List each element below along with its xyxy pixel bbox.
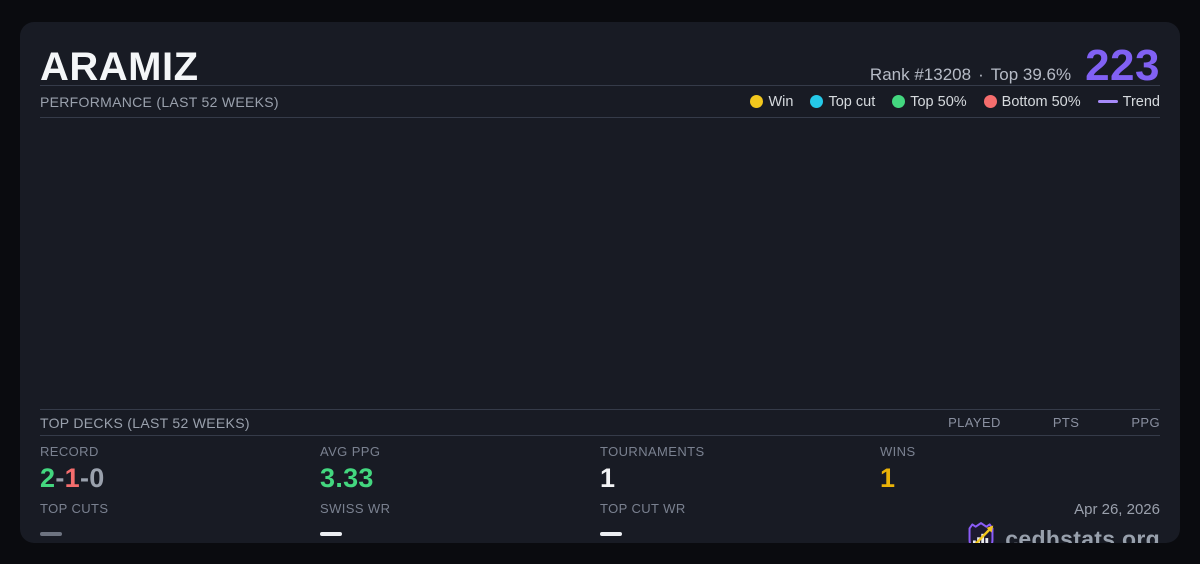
stat-label-swiss-wr: SWISS WR — [320, 501, 391, 517]
top-50-dot-icon — [892, 95, 906, 108]
legend-item-top-50: Top 50% — [892, 93, 967, 110]
stat-label-wins: WINS — [880, 444, 916, 459]
record-sep: - — [55, 463, 65, 493]
record-sep: - — [79, 463, 90, 493]
brand-lockup: cedhstats.org — [965, 521, 1160, 543]
record-wins: 2 — [40, 463, 56, 493]
player-stats-card: ARAMIZ Rank #13208 · Top 39.6% 223 PERFORM… — [20, 22, 1180, 543]
percentile-text: Top 39.6% — [990, 65, 1072, 84]
top-cut-wr-empty-dash — [600, 532, 622, 537]
legend-item-trend: Trend — [1097, 93, 1160, 110]
column-header-pts: PTS — [1052, 415, 1080, 430]
stat-label-tournaments: TOURNAMENTS — [600, 444, 705, 459]
stat-swiss-wr: SWISS WR — [320, 494, 600, 543]
stat-avg-ppg: AVG PPG 3.33 — [320, 436, 600, 494]
header-divider — [40, 85, 1160, 86]
shield-barchart-arrow-icon — [968, 522, 994, 543]
stat-top-cut-wr: TOP CUT WR — [600, 494, 880, 543]
top-decks-divider — [40, 435, 1160, 436]
win-dot-icon — [750, 95, 764, 108]
stat-label-avg-ppg: AVG PPG — [320, 444, 381, 459]
stat-tournaments: TOURNAMENTS 1 — [600, 436, 880, 494]
footer-cell: Apr 26, 2026 cedhstats.org — [880, 494, 1160, 543]
separator-dot: · — [978, 65, 984, 84]
rank-text: Rank #13208 · Top 39.6% — [870, 65, 1071, 85]
chart-bottom-divider — [40, 409, 1160, 410]
top-decks-section-bar: TOP DECKS (LAST 52 WEEKS) PLAYED PTS PPG — [40, 410, 1160, 435]
legend-item-top-cut: Top cut — [810, 94, 875, 110]
top-cuts-empty-dash — [40, 532, 62, 537]
page-title: ARAMIZ — [40, 45, 199, 89]
rank-number: Rank #13208 — [869, 65, 972, 84]
avg-ppg-value: 3.33 — [320, 463, 374, 493]
stat-record: RECORD 2-1-0 — [40, 436, 320, 494]
legend-label: Top 50% — [910, 93, 967, 110]
legend-item-win: Win — [750, 94, 793, 110]
performance-divider — [40, 117, 1160, 118]
wins-value: 1 — [880, 463, 896, 493]
stat-wins: WINS 1 — [880, 436, 1160, 494]
brand-name: cedhstats.org — [1005, 525, 1160, 543]
top-decks-column-headers: PLAYED PTS PPG — [948, 415, 1160, 430]
legend-label: Top cut — [828, 93, 876, 110]
performance-section-bar: PERFORMANCE (LAST 52 WEEKS) Win Top cut … — [40, 86, 1160, 117]
stat-label-top-cuts: TOP CUTS — [40, 501, 109, 517]
date-text: Apr 26, 2026 — [1074, 501, 1160, 519]
rank-summary: Rank #13208 · Top 39.6% 223 — [870, 41, 1160, 90]
legend-item-bottom-50: Bottom 50% — [983, 93, 1081, 110]
column-header-ppg: PPG — [1131, 415, 1160, 430]
legend-label: Win — [768, 93, 794, 110]
record-draws: 0 — [89, 463, 105, 493]
top-cut-dot-icon — [810, 95, 824, 108]
tournaments-value: 1 — [600, 463, 616, 493]
legend-label: Trend — [1122, 93, 1160, 110]
record-value: 2-1-0 — [40, 463, 320, 494]
stats-grid: RECORD 2-1-0 AVG PPG 3.33 TOURNAMENTS 1 … — [40, 436, 1160, 543]
score-value: 223 — [1085, 41, 1160, 90]
stat-label-record: RECORD — [40, 444, 99, 459]
chart-legend: Win Top cut Top 50% Bottom 50% Trend — [750, 94, 1160, 110]
top-decks-heading: TOP DECKS (LAST 52 WEEKS) — [40, 414, 250, 431]
column-header-played: PLAYED — [948, 415, 1001, 430]
stat-label-top-cut-wr: TOP CUT WR — [600, 501, 686, 517]
performance-heading: PERFORMANCE (LAST 52 WEEKS) — [40, 93, 279, 110]
performance-chart — [20, 118, 1180, 409]
bottom-50-dot-icon — [983, 95, 997, 108]
swiss-wr-empty-dash — [320, 532, 342, 537]
card-header: ARAMIZ Rank #13208 · Top 39.6% 223 — [20, 22, 1180, 90]
legend-label: Bottom 50% — [1001, 93, 1081, 110]
trend-line-icon — [1097, 100, 1118, 103]
stat-top-cuts: TOP CUTS — [40, 494, 320, 543]
record-losses: 1 — [64, 463, 80, 493]
